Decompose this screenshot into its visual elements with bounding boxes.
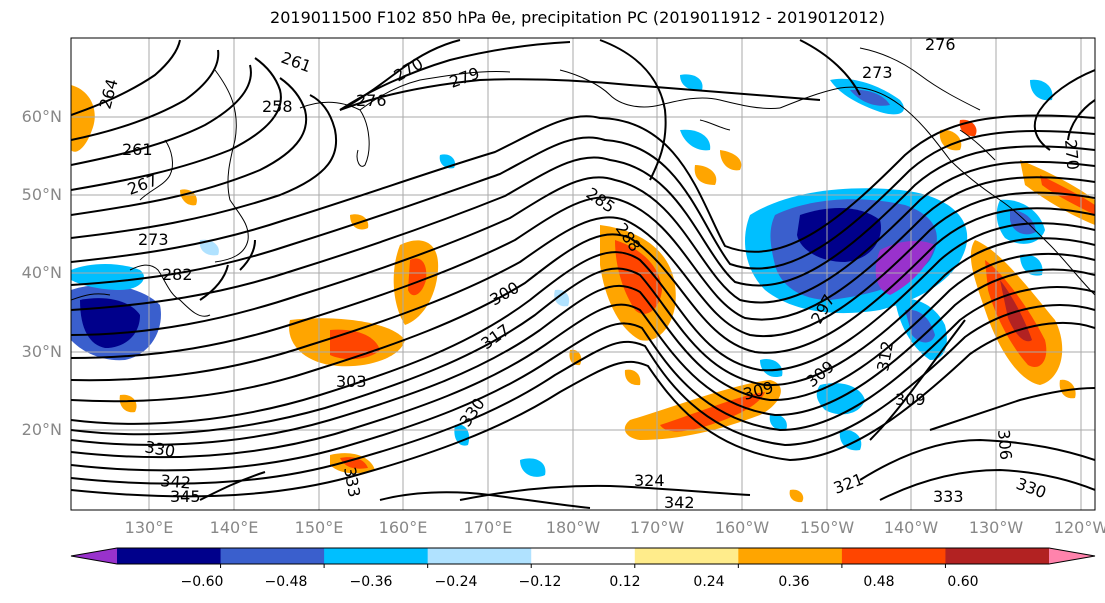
lon-label: 160°E: [378, 518, 428, 537]
lon-label: 180°W: [545, 518, 601, 537]
colorbar-segment: [531, 548, 636, 564]
contour-label: 324: [634, 471, 665, 490]
colorbar-extend-low: [71, 548, 117, 564]
lat-label: 50°N: [21, 185, 62, 204]
colorbar-tick-label: −0.12: [518, 574, 562, 590]
colorbar-segment: [117, 548, 222, 564]
colorbar-tick-label: 0.36: [778, 574, 810, 590]
colorbar: [70, 547, 1096, 568]
contour-label: 345: [170, 487, 201, 506]
lon-label: 130°E: [124, 518, 174, 537]
lon-label: 140°W: [883, 518, 939, 537]
colorbar-tick-label: −0.60: [180, 574, 224, 590]
colorbar-segment: [427, 548, 532, 564]
precip-negative-shading: [71, 74, 1053, 477]
colorbar-extend-high: [1049, 548, 1095, 564]
colorbar-tick-label: −0.36: [349, 574, 393, 590]
contour-label: 309: [895, 390, 926, 409]
lon-label: 120°W: [1053, 518, 1105, 537]
map-contents: 261 270 279 264 258 261 267 273 282 276 …: [71, 35, 1095, 512]
colorbar-segment: [324, 548, 429, 564]
lon-label: 150°E: [294, 518, 344, 537]
contour-label: 282: [162, 265, 193, 284]
colorbar-tick-label: 0.24: [693, 574, 725, 590]
contour-label: 333: [933, 487, 964, 506]
colorbar-segment: [738, 548, 843, 564]
map-frame: [70, 37, 1096, 511]
lon-label: 130°W: [968, 518, 1024, 537]
map-title: 2019011500 F102 850 hPa θe, precipitatio…: [270, 8, 885, 27]
lon-label: 150°W: [799, 518, 855, 537]
contour-label: 306: [994, 429, 1016, 461]
contour-label: 342: [160, 471, 192, 493]
contour-label: 342: [664, 493, 695, 512]
lon-label: 170°E: [463, 518, 513, 537]
colorbar-segment: [220, 548, 325, 564]
colorbar-tick-label: −0.24: [434, 574, 478, 590]
contour-label: 276: [925, 35, 956, 54]
colorbar-segment: [945, 548, 1050, 564]
contour-label: 273: [138, 230, 169, 249]
lat-label: 30°N: [21, 342, 62, 361]
lon-label: 160°W: [714, 518, 770, 537]
contour-label: 273: [862, 63, 893, 82]
contour-label: 276: [356, 91, 387, 110]
colorbar-outline: [70, 547, 1096, 565]
contour-label: 258: [262, 97, 293, 116]
lat-label: 20°N: [21, 420, 62, 439]
colorbar-tick-label: −0.48: [264, 574, 308, 590]
contour-label: 261: [122, 140, 153, 159]
colorbar-tick-label: 0.48: [863, 574, 895, 590]
contour-label: 270: [1061, 139, 1083, 171]
lon-label: 140°E: [209, 518, 259, 537]
lat-label: 40°N: [21, 263, 62, 282]
lat-label: 60°N: [21, 107, 62, 126]
colorbar-tick-label: 0.12: [609, 574, 641, 590]
colorbar-segment: [634, 548, 739, 564]
colorbar-segment: [841, 548, 946, 564]
contour-label: 303: [336, 372, 367, 391]
contour-labels: 261 270 279 264 258 261 267 273 282 276 …: [96, 35, 1083, 512]
lon-label: 170°W: [629, 518, 685, 537]
colorbar-tick-label: 0.60: [947, 574, 979, 590]
theta-e-contours: [71, 39, 1095, 509]
